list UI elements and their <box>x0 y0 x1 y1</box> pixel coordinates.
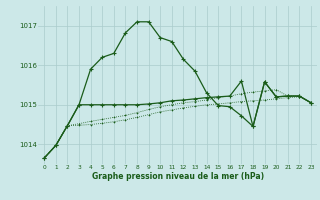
X-axis label: Graphe pression niveau de la mer (hPa): Graphe pression niveau de la mer (hPa) <box>92 172 264 181</box>
